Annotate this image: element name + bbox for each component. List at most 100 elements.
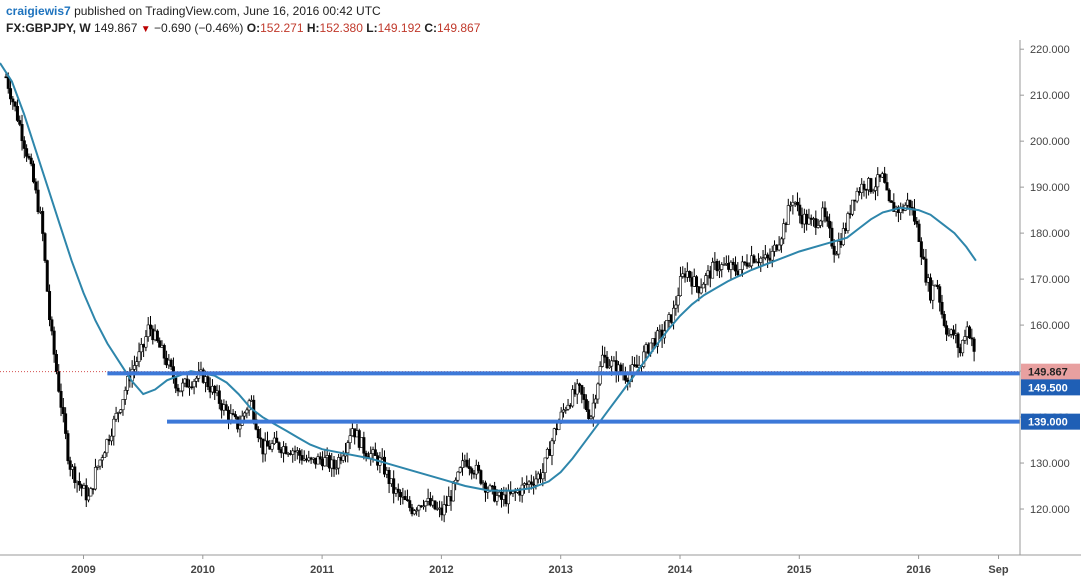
candle-body	[461, 460, 465, 468]
candle-body	[77, 480, 81, 486]
last-price-badge-label: 149.867	[1028, 367, 1068, 379]
candle-body	[96, 465, 100, 468]
price-axis[interactable]: 220.000 210.000 200.000 190.000 180.000 170.0…	[1020, 44, 1070, 516]
candle-body	[213, 385, 217, 394]
low-value: 149.192	[377, 21, 421, 35]
candle-body	[259, 437, 263, 440]
time-tick-label: 2009	[71, 564, 95, 576]
candle-body	[433, 500, 437, 510]
candle-body	[493, 485, 497, 502]
author-link[interactable]: craigiewis7	[6, 4, 71, 18]
candle-body	[31, 163, 35, 183]
candle-body	[137, 351, 141, 363]
down-arrow-icon: ▼	[140, 24, 151, 35]
candle-body	[181, 382, 185, 392]
candle-body	[584, 399, 588, 411]
candle-body	[834, 253, 838, 256]
candle-body	[828, 220, 832, 229]
candle-body	[54, 354, 58, 372]
candle-body	[64, 413, 68, 434]
candle-body	[387, 470, 391, 484]
candle-body	[158, 340, 162, 348]
candle-body	[479, 470, 483, 484]
candle-body	[275, 437, 279, 443]
time-tick-label: 2012	[429, 564, 453, 576]
chart-header: craigiewis7 published on TradingView.com…	[6, 3, 480, 38]
candle-body	[190, 386, 194, 389]
time-tick-label: 2014	[668, 564, 693, 576]
candle-body	[589, 416, 593, 419]
candle-body	[456, 471, 460, 481]
candle-body	[720, 264, 724, 270]
candle-body	[93, 467, 97, 490]
candle-body	[100, 457, 104, 461]
candle-body	[415, 509, 419, 512]
candle-body	[45, 260, 49, 292]
candle-body	[782, 223, 786, 240]
candle-body	[676, 295, 680, 306]
candle-body	[552, 428, 556, 442]
low-label: L:	[366, 21, 378, 35]
candle-body	[66, 433, 70, 462]
candle-body	[951, 329, 955, 336]
candle-body	[135, 361, 139, 366]
candle-body	[534, 478, 538, 486]
candle-body	[722, 264, 726, 266]
price-tick-label: 130.000	[1030, 458, 1070, 470]
candle-body	[600, 354, 604, 367]
candle-body	[176, 387, 180, 392]
level-price-badge-label: 139.000	[1028, 417, 1068, 429]
candle-body	[837, 241, 841, 255]
candle-body	[564, 408, 568, 411]
candle-body	[717, 269, 721, 272]
candle-body	[231, 413, 235, 415]
candle-body	[594, 398, 598, 404]
candle-body	[270, 443, 274, 450]
close-label: C:	[424, 21, 437, 35]
level-price-badge-label: 149.500	[1028, 382, 1068, 394]
candle-body	[699, 287, 703, 294]
candle-body	[59, 391, 63, 408]
candle-body	[940, 301, 944, 315]
candle-body	[373, 449, 377, 456]
candle-body	[323, 457, 327, 467]
candle-body	[364, 452, 368, 457]
candle-body	[9, 88, 13, 100]
candle-body	[298, 450, 302, 456]
candle-body	[915, 220, 919, 225]
candle-body	[477, 464, 481, 471]
price-tick-label: 190.000	[1030, 182, 1070, 194]
candle-body	[22, 140, 26, 149]
horizontal-levels[interactable]	[107, 371, 1020, 424]
candle-body	[284, 446, 288, 454]
candle-body	[566, 404, 570, 410]
candle-body	[761, 257, 765, 260]
candle-body	[20, 124, 24, 142]
plot-area[interactable]	[0, 0, 1020, 555]
candle-body	[392, 478, 396, 494]
candle-body	[146, 324, 150, 337]
candle-body	[15, 106, 19, 121]
candle-body	[396, 488, 400, 493]
time-axis[interactable]: 2009 2010 2011 2012 2013 2014 2015 2016 Sep	[71, 555, 1009, 576]
candle-body	[945, 325, 949, 335]
candle-body	[316, 456, 320, 465]
candle-body	[206, 376, 210, 388]
price-badges: 149.867 149.500 139.000	[1021, 363, 1080, 430]
last-price: 149.867	[94, 21, 138, 35]
candle-body	[883, 173, 887, 183]
candle-body	[119, 409, 123, 413]
candle-body	[578, 383, 582, 386]
candle-body	[139, 344, 143, 353]
candle-body	[740, 261, 744, 270]
level-price-badge	[1021, 413, 1080, 430]
candle-body	[607, 365, 611, 369]
candle-body	[876, 174, 880, 188]
candle-body	[938, 286, 942, 303]
candle-body	[871, 190, 875, 193]
candle-body	[786, 205, 790, 225]
candle-body	[942, 313, 946, 326]
candle-body	[917, 223, 921, 242]
candle-body	[103, 452, 107, 458]
